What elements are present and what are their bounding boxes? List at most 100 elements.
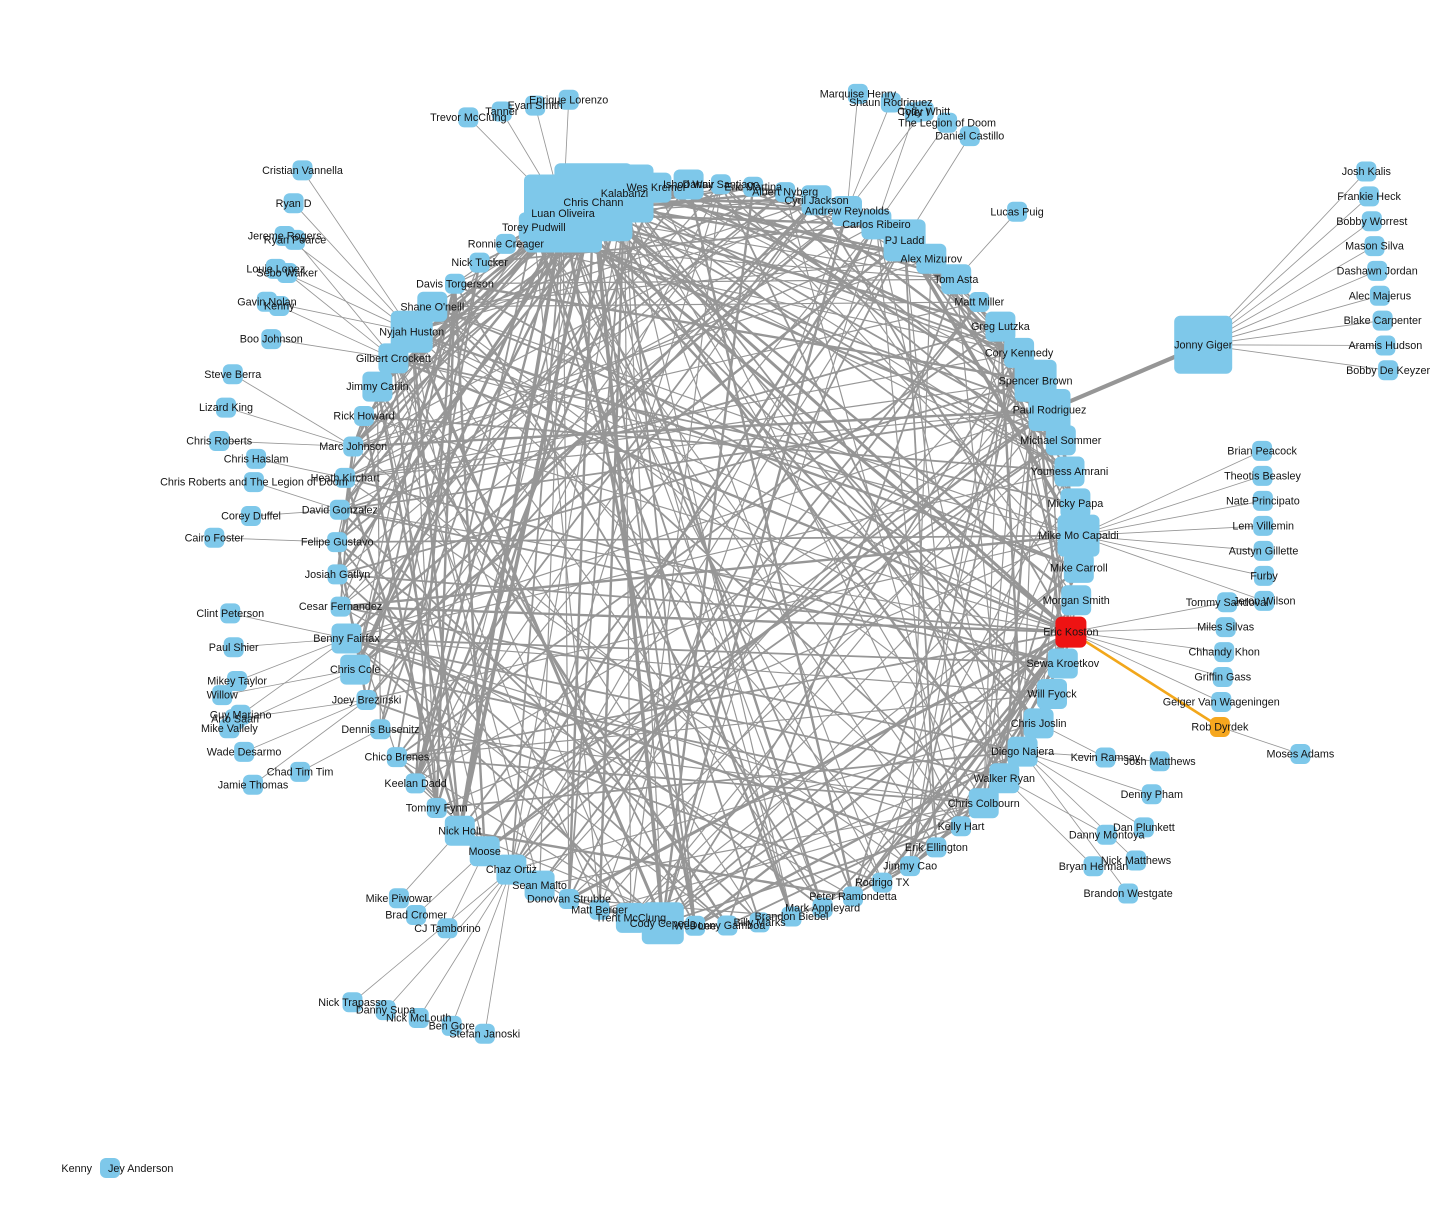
svg-text:Chhandy Khon: Chhandy Khon [1188, 647, 1259, 659]
svg-text:Mikey Taylor: Mikey Taylor [207, 676, 267, 688]
svg-text:Jimmy Carlin: Jimmy Carlin [346, 381, 408, 393]
svg-text:Ryan D: Ryan D [276, 198, 312, 210]
svg-text:Theotis Beasley: Theotis Beasley [1224, 471, 1301, 483]
svg-text:Louie Lopez: Louie Lopez [246, 264, 305, 276]
svg-text:Michael Sommer: Michael Sommer [1020, 435, 1101, 447]
svg-text:Chris Joslin: Chris Joslin [1011, 718, 1067, 730]
svg-text:Jey Anderson: Jey Anderson [108, 1163, 173, 1175]
svg-text:Will Fyock: Will Fyock [1027, 689, 1077, 701]
svg-text:Tommy Fynn: Tommy Fynn [406, 803, 468, 815]
svg-text:Chico Brenes: Chico Brenes [364, 752, 429, 764]
svg-text:Clint Peterson: Clint Peterson [196, 608, 264, 620]
svg-text:CJ Tamborino: CJ Tamborino [414, 923, 480, 935]
svg-text:Chaz Ortiz: Chaz Ortiz [486, 864, 537, 876]
svg-text:Torey Pudwill: Torey Pudwill [502, 222, 566, 234]
svg-text:Cairo Foster: Cairo Foster [185, 532, 245, 544]
svg-text:Daniel Castillo: Daniel Castillo [935, 131, 1004, 143]
svg-text:Felipe Gustavo: Felipe Gustavo [301, 537, 374, 549]
svg-text:Chad Tim Tim: Chad Tim Tim [267, 767, 334, 779]
svg-text:Cory Kennedy: Cory Kennedy [985, 348, 1054, 360]
svg-text:Wade Desarmo: Wade Desarmo [207, 747, 282, 759]
svg-text:Luan Oliveira: Luan Oliveira [531, 208, 595, 220]
svg-text:Corey Duffel: Corey Duffel [221, 511, 281, 523]
svg-text:Denny Pham: Denny Pham [1121, 789, 1183, 801]
svg-text:Sean Malto: Sean Malto [512, 880, 567, 892]
svg-text:Walker Ryan: Walker Ryan [974, 773, 1035, 785]
svg-text:Austyn Gillette: Austyn Gillette [1229, 546, 1299, 558]
svg-text:Diego Najera: Diego Najera [991, 746, 1054, 758]
svg-text:Chris Roberts and The Legion o: Chris Roberts and The Legion of Doom [160, 477, 348, 489]
svg-text:Paul Rodriguez: Paul Rodriguez [1013, 405, 1087, 417]
svg-text:Greg Lutzka: Greg Lutzka [971, 321, 1030, 333]
svg-text:The Legion of Doom: The Legion of Doom [898, 117, 996, 129]
svg-text:Joey Brezinski: Joey Brezinski [332, 695, 402, 707]
svg-text:Jimmy Cao: Jimmy Cao [883, 861, 937, 873]
svg-text:Micky Papa: Micky Papa [1047, 498, 1103, 510]
svg-text:Furby: Furby [1250, 571, 1278, 583]
svg-text:Sewa Kroetkov: Sewa Kroetkov [1026, 658, 1099, 670]
svg-text:Rodrigo TX: Rodrigo TX [855, 877, 909, 889]
svg-text:Carlos Ribeiro: Carlos Ribeiro [842, 219, 910, 231]
svg-text:Marc Johnson: Marc Johnson [319, 441, 387, 453]
svg-text:Brian Peacock: Brian Peacock [1227, 446, 1297, 458]
svg-text:Davis Torgerson: Davis Torgerson [416, 278, 494, 290]
svg-text:Aramis Hudson: Aramis Hudson [1348, 340, 1422, 352]
svg-text:Guy Mariano: Guy Mariano [210, 709, 272, 721]
svg-text:Peter Ramondetta: Peter Ramondetta [809, 891, 897, 903]
svg-text:Blake Carpenter: Blake Carpenter [1344, 315, 1422, 327]
svg-text:Ronnie Creager: Ronnie Creager [468, 239, 545, 251]
svg-text:Moose: Moose [468, 846, 500, 858]
svg-text:Danny Montoya: Danny Montoya [1069, 829, 1145, 841]
svg-text:Youness Amrani: Youness Amrani [1031, 466, 1109, 478]
svg-text:Tom Asta: Tom Asta [934, 274, 978, 286]
svg-text:Mike Carroll: Mike Carroll [1050, 563, 1108, 575]
svg-text:Andrew Reynolds: Andrew Reynolds [805, 206, 890, 218]
svg-text:Gavin Nolan: Gavin Nolan [237, 296, 296, 308]
svg-text:David Gonzalez: David Gonzalez [302, 504, 378, 516]
svg-text:Nick Holt: Nick Holt [438, 825, 481, 837]
svg-text:Dashawn Jordan: Dashawn Jordan [1337, 266, 1418, 278]
svg-text:Paul Shier: Paul Shier [209, 642, 259, 654]
svg-text:Kenny: Kenny [61, 1163, 92, 1175]
svg-text:Gilbert Crockett: Gilbert Crockett [356, 353, 431, 365]
svg-text:Kelly Hart: Kelly Hart [938, 821, 985, 833]
svg-text:Donovan Strubbe: Donovan Strubbe [527, 894, 611, 906]
svg-text:Brandon Westgate: Brandon Westgate [1083, 888, 1172, 900]
svg-text:Jamie Thomas: Jamie Thomas [218, 779, 289, 791]
svg-text:Mike Mo Capaldi: Mike Mo Capaldi [1038, 530, 1118, 542]
svg-text:Rob Dyrdek: Rob Dyrdek [1191, 722, 1249, 734]
svg-text:Matt Miller: Matt Miller [954, 297, 1004, 309]
svg-text:Jereme Rogers: Jereme Rogers [248, 231, 322, 243]
svg-text:Bryan Herman: Bryan Herman [1059, 861, 1129, 873]
svg-text:Chris Haslam: Chris Haslam [224, 454, 289, 466]
svg-text:Chris Roberts: Chris Roberts [186, 436, 253, 448]
svg-text:Griffin Gass: Griffin Gass [1194, 672, 1251, 684]
svg-text:Josh Kalis: Josh Kalis [1342, 166, 1392, 178]
svg-text:Lizard King: Lizard King [199, 402, 253, 414]
svg-text:Miles Silvas: Miles Silvas [1197, 622, 1255, 634]
svg-text:Morgan Smith: Morgan Smith [1043, 595, 1110, 607]
svg-text:Cody Whitt: Cody Whitt [897, 106, 950, 118]
svg-text:Eric Koston: Eric Koston [1043, 627, 1098, 639]
svg-text:Keelan Dadd: Keelan Dadd [384, 778, 446, 790]
svg-text:Josh Matthews: Josh Matthews [1124, 756, 1197, 768]
svg-text:Lem Villemin: Lem Villemin [1232, 521, 1294, 533]
svg-text:Chris Cole: Chris Cole [330, 664, 380, 676]
svg-text:Nyjah Huston: Nyjah Huston [379, 326, 444, 338]
svg-text:Jonny Giger: Jonny Giger [1174, 339, 1233, 351]
svg-text:Mike Piwowar: Mike Piwowar [366, 893, 433, 905]
svg-text:PJ Ladd: PJ Ladd [885, 235, 925, 247]
svg-text:Erik Ellington: Erik Ellington [905, 842, 968, 854]
svg-text:Benny Fairfax: Benny Fairfax [313, 633, 380, 645]
svg-text:Cristian Vannella: Cristian Vannella [262, 165, 343, 177]
svg-text:Josiah Gatlyn: Josiah Gatlyn [305, 569, 370, 581]
svg-text:Nick Trapasso: Nick Trapasso [318, 997, 386, 1009]
svg-text:Lucas Puig: Lucas Puig [990, 206, 1043, 218]
svg-text:Brad Cromer: Brad Cromer [385, 910, 447, 922]
svg-text:Matt Berger: Matt Berger [571, 904, 628, 916]
svg-text:Dennis Busenitz: Dennis Busenitz [341, 724, 419, 736]
svg-text:Bobby Worrest: Bobby Worrest [1336, 216, 1407, 228]
svg-text:Chris Colbourn: Chris Colbourn [948, 798, 1020, 810]
svg-text:Willow: Willow [207, 690, 238, 702]
svg-text:Alex Mizurov: Alex Mizurov [900, 253, 962, 265]
